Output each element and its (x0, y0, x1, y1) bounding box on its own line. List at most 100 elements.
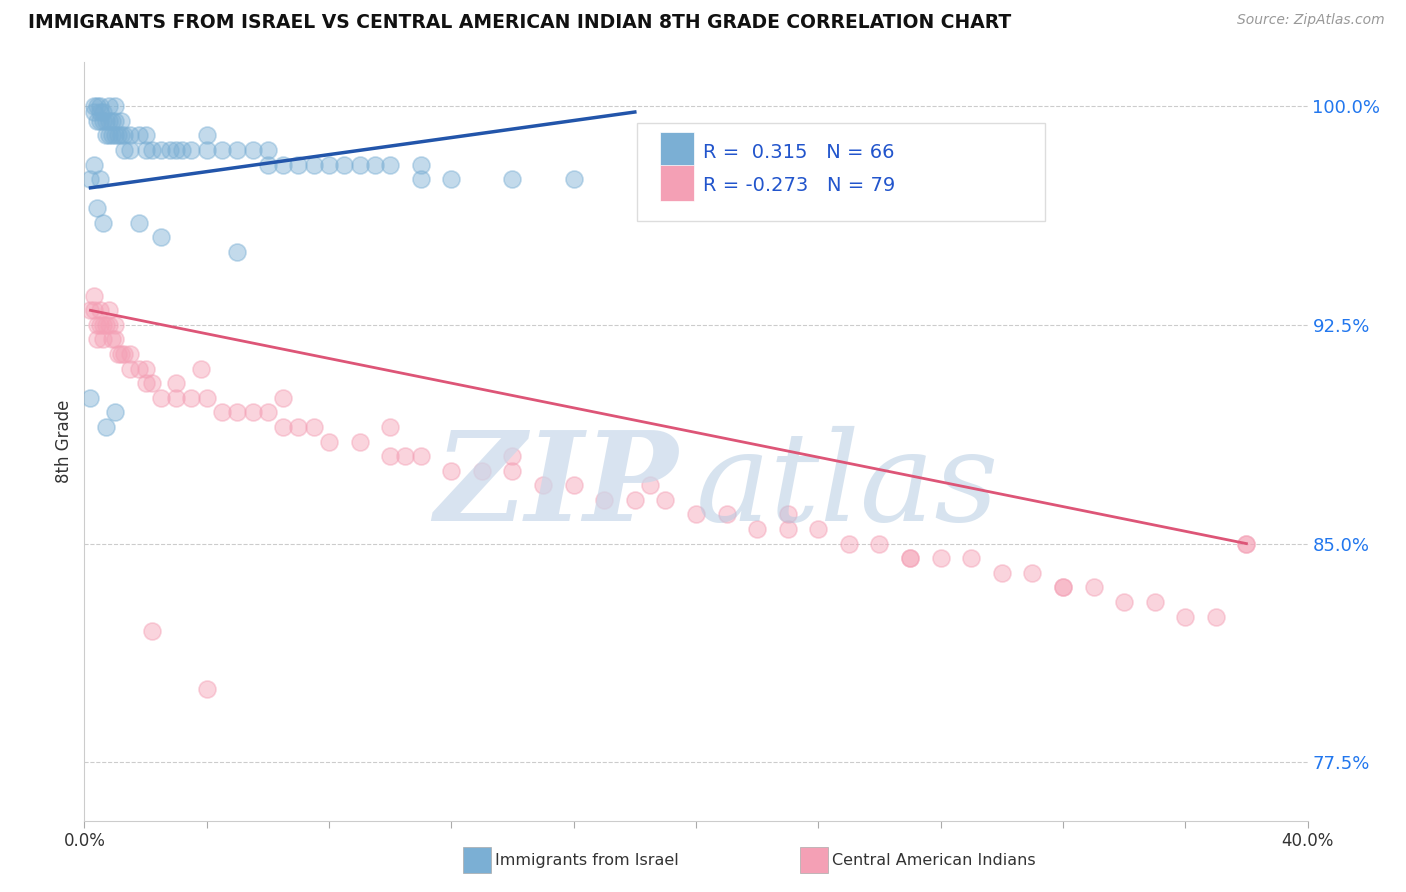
Point (159, 143, 181, 157)
Point (898, 551, 921, 566)
Point (91, 113, 114, 128)
Point (1143, 595, 1166, 609)
Point (211, 143, 233, 157)
Point (94, 420, 117, 434)
Text: Immigrants from Israel: Immigrants from Israel (495, 853, 679, 868)
Text: R =  0.315   N = 66: R = 0.315 N = 66 (703, 143, 894, 161)
Point (149, 230, 172, 244)
Point (242, 143, 264, 157)
Point (89, 99, 111, 113)
Point (898, 551, 921, 566)
Point (271, 420, 294, 434)
Point (195, 682, 218, 697)
Point (394, 449, 416, 463)
Point (165, 376, 187, 391)
Point (180, 143, 202, 157)
Point (531, 478, 554, 492)
Point (112, 347, 135, 361)
Point (226, 405, 249, 419)
Point (107, 128, 129, 143)
Point (190, 361, 212, 376)
Point (83, 99, 105, 113)
Point (226, 143, 249, 157)
Point (79, 391, 101, 405)
Point (287, 157, 309, 171)
Text: Central American Indians: Central American Indians (832, 853, 1036, 868)
Point (318, 434, 340, 449)
Point (141, 376, 163, 391)
Point (120, 347, 142, 361)
Point (409, 157, 432, 171)
Point (165, 143, 187, 157)
Point (104, 333, 127, 347)
Text: Source: ZipAtlas.com: Source: ZipAtlas.com (1237, 13, 1385, 28)
Text: R = -0.273   N = 79: R = -0.273 N = 79 (703, 176, 896, 194)
Point (89, 172, 111, 186)
Point (349, 434, 371, 449)
Point (242, 405, 264, 419)
Point (110, 113, 132, 128)
Point (195, 143, 218, 157)
Point (89, 318, 111, 332)
Point (624, 492, 647, 507)
Point (1174, 609, 1197, 624)
Point (380, 449, 402, 463)
Point (135, 376, 157, 391)
Point (94, 113, 117, 128)
Point (807, 522, 830, 536)
Point (86, 333, 108, 347)
Point (471, 464, 494, 478)
Point (101, 128, 124, 143)
Y-axis label: 8th Grade: 8th Grade (55, 400, 73, 483)
Point (271, 391, 294, 405)
Point (349, 157, 371, 171)
Point (271, 157, 294, 171)
Point (89, 113, 111, 128)
Point (128, 128, 150, 143)
Point (97, 303, 120, 318)
Point (502, 172, 524, 186)
Point (180, 391, 202, 405)
Point (104, 128, 127, 143)
Point (128, 361, 150, 376)
Point (97, 113, 120, 128)
Point (302, 157, 325, 171)
Point (502, 449, 524, 463)
Point (638, 478, 661, 492)
Point (1052, 580, 1074, 594)
Point (1052, 580, 1074, 594)
Point (1236, 536, 1258, 550)
Point (97, 128, 120, 143)
Point (562, 172, 585, 186)
Point (333, 157, 356, 171)
Point (226, 244, 249, 259)
Point (101, 113, 124, 128)
Point (107, 347, 129, 361)
Point (685, 508, 707, 522)
Point (838, 536, 860, 550)
Point (1021, 566, 1043, 580)
Point (716, 508, 738, 522)
Text: atlas: atlas (696, 426, 1000, 548)
Point (83, 157, 105, 171)
Point (104, 99, 127, 113)
Point (128, 216, 150, 230)
Point (86, 318, 108, 332)
Point (172, 143, 194, 157)
Text: ZIP: ZIP (434, 426, 678, 548)
Point (104, 405, 127, 419)
Point (929, 551, 952, 566)
Point (104, 113, 127, 128)
Point (135, 128, 157, 143)
Point (101, 333, 124, 347)
Point (991, 566, 1014, 580)
Point (747, 522, 769, 536)
Point (120, 128, 142, 143)
Point (364, 157, 387, 171)
Point (654, 492, 676, 507)
Point (83, 303, 105, 318)
Point (149, 391, 172, 405)
Point (776, 522, 799, 536)
Point (195, 128, 218, 143)
Point (195, 391, 218, 405)
